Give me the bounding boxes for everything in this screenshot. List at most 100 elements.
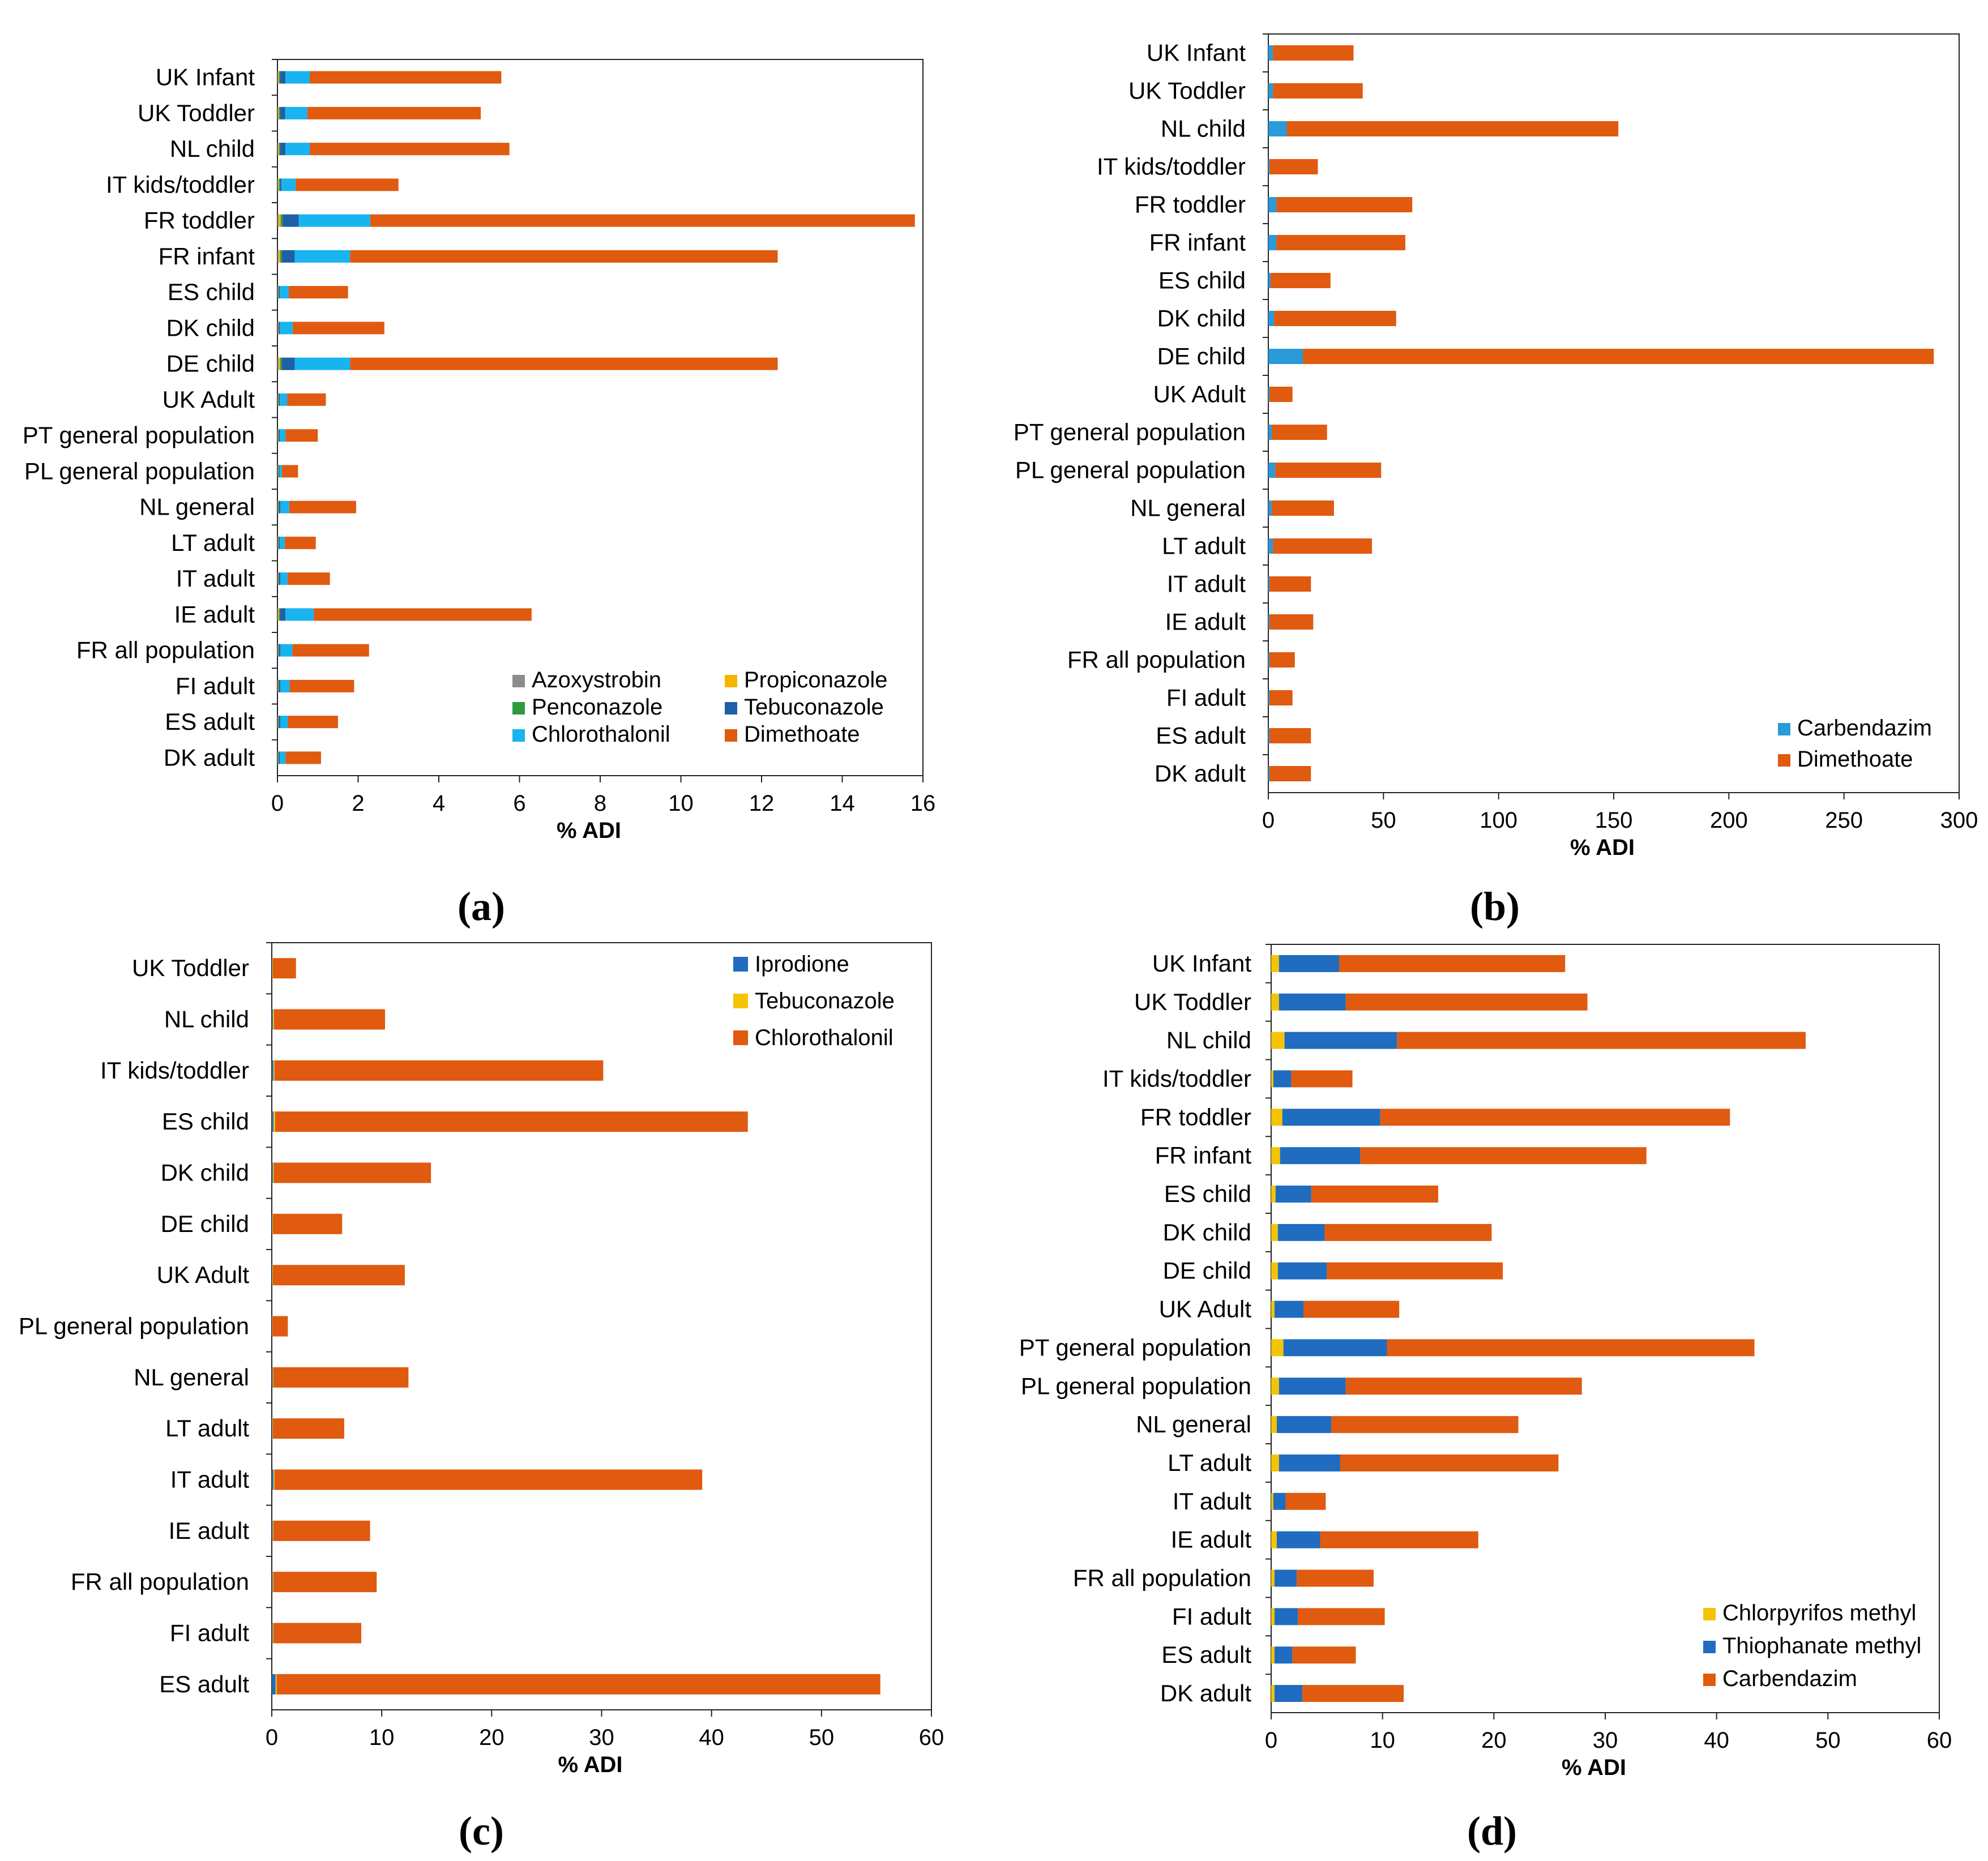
bar-segment-tebuconazole xyxy=(273,1469,275,1490)
bar-segment-tebuconazole xyxy=(280,178,282,191)
bar-segment-carbendazim xyxy=(1268,45,1273,61)
bar-segment-penconazole xyxy=(278,500,279,514)
bar-segment-chlorothalonil xyxy=(285,71,310,84)
category-label: FI adult xyxy=(176,673,255,699)
bar-segment-dimethoate xyxy=(281,465,298,478)
bar-segment-tebuconazole xyxy=(280,143,286,156)
bar-segment-tebuconazole xyxy=(281,357,295,370)
bar-segment-tebuconazole xyxy=(279,429,280,442)
bar-segment-chlorothalonil xyxy=(276,1674,880,1695)
legend-swatch xyxy=(725,675,737,687)
bar-segment-carbendazim xyxy=(1268,425,1272,440)
bar-segment-tebuconazole xyxy=(273,1111,275,1132)
bar-segment-azoxystrobin xyxy=(277,106,279,119)
x-tick-label: 2 xyxy=(352,791,364,816)
legend-swatch xyxy=(733,957,748,972)
bar-segment-azoxystrobin xyxy=(277,143,279,156)
bar-segment-penconazole xyxy=(279,178,280,191)
bar-segment-dimethoate xyxy=(1269,576,1311,592)
bar-segment-dimethoate xyxy=(1286,121,1619,136)
bar-segment-dimethoate xyxy=(310,71,502,84)
x-tick-label: 30 xyxy=(589,1725,614,1750)
bar-segment-chlorothalonil xyxy=(280,679,290,692)
category-label: PT general population xyxy=(23,422,255,448)
bar-segment-thiophanate-methyl xyxy=(1282,1109,1380,1126)
category-label: IT kids/toddler xyxy=(1097,153,1246,180)
bar-segment-carbendazim xyxy=(1268,766,1270,781)
category-label: NL general xyxy=(139,494,255,520)
category-label: UK Toddler xyxy=(1128,78,1246,104)
category-label: PT general population xyxy=(1019,1334,1251,1361)
bar-segment-propiconazole xyxy=(277,716,279,729)
x-tick-label: 0 xyxy=(1265,1728,1277,1753)
bar-segment-carbendazim xyxy=(1340,1454,1559,1471)
bar-segment-thiophanate-methyl xyxy=(1274,1646,1293,1664)
category-label: DK child xyxy=(1157,305,1246,332)
bar-segment-penconazole xyxy=(279,71,280,84)
category-label: IT kids/toddler xyxy=(1102,1065,1251,1092)
bar-segment-propiconazole xyxy=(279,214,281,227)
bar-segment-iprodione xyxy=(272,1367,273,1388)
bar-segment-iprodione xyxy=(272,1520,273,1541)
bar-segment-carbendazim xyxy=(1268,500,1272,516)
bar-segment-dimethoate xyxy=(1273,45,1354,61)
bar-segment-propiconazole xyxy=(277,751,279,764)
category-label: PL general population xyxy=(1015,457,1246,484)
x-tick-label: 10 xyxy=(369,1725,395,1750)
category-label: PL general population xyxy=(24,457,255,484)
bar-segment-carbendazim xyxy=(1345,1377,1582,1395)
bar-segment-carbendazim xyxy=(1268,614,1270,630)
bar-segment-chlorpyrifos-methyl xyxy=(1271,1032,1285,1049)
bar-segment-tebuconazole xyxy=(280,106,285,119)
bar-segment-carbendazim xyxy=(1292,1646,1356,1664)
x-tick-label: 6 xyxy=(513,791,525,816)
x-tick-label: 10 xyxy=(668,791,694,816)
bar-segment-tebuconazole xyxy=(272,1265,273,1286)
bar-segment-dimethoate xyxy=(1269,690,1293,705)
bar-segment-penconazole xyxy=(278,393,279,406)
bar-segment-azoxystrobin xyxy=(277,429,278,442)
x-tick-label: 200 xyxy=(1710,808,1748,833)
legend-entry: Dimethoate xyxy=(1797,747,1913,772)
bar-segment-tebuconazole xyxy=(279,536,280,549)
legend: Carbendazim Dimethoate xyxy=(1778,716,1932,772)
x-tick-label: 0 xyxy=(266,1725,278,1750)
category-label: FI adult xyxy=(1172,1603,1251,1629)
bar-segment-carbendazim xyxy=(1268,83,1273,99)
category-label: LT adult xyxy=(171,529,255,556)
category-label: IE adult xyxy=(169,1517,250,1544)
bar-segment-dimethoate xyxy=(296,178,399,191)
bar-segment-carbendazim xyxy=(1320,1531,1478,1548)
category-label: UK Adult xyxy=(157,1261,250,1288)
x-tick-label: 4 xyxy=(433,791,445,816)
chart-d: 0 10 20 30 40 50 60 % ADI UK Infant UK Toddler NL … xyxy=(1019,944,1952,1854)
x-tick-label: 300 xyxy=(1940,808,1978,833)
bar-segment-carbendazim xyxy=(1302,1685,1404,1702)
legend-swatch xyxy=(1703,1674,1716,1686)
bar-segment-dimethoate xyxy=(350,250,778,263)
bar-segment-chlorothalonil xyxy=(285,608,314,621)
bar-segment-chlorothalonil xyxy=(273,1572,377,1593)
bar-segment-tebuconazole xyxy=(279,679,280,692)
category-label: PL general population xyxy=(19,1313,249,1340)
bar-segment-tebuconazole xyxy=(279,322,280,335)
bar-segment-chlorothalonil xyxy=(274,1060,604,1081)
category-label: IT adult xyxy=(1173,1488,1252,1515)
category-label: ES child xyxy=(1164,1180,1251,1207)
bar-segment-penconazole xyxy=(278,716,279,729)
bar-segment-dimethoate xyxy=(1272,425,1327,440)
category-label: PL general population xyxy=(1021,1372,1251,1399)
x-axis-title: % ADI xyxy=(1570,835,1635,860)
bar-segment-chlorothalonil xyxy=(280,500,289,514)
bar-segment-carbendazim xyxy=(1268,538,1273,554)
bar-segment-chlorpyrifos-methyl xyxy=(1271,1531,1277,1548)
panel-label: (c) xyxy=(459,1808,504,1854)
legend-swatch xyxy=(733,994,748,1008)
bar-segment-dimethoate xyxy=(289,679,354,692)
x-tick-label: 40 xyxy=(699,1725,724,1750)
legend-entry: Thiophanate methyl xyxy=(1722,1633,1921,1658)
bar-segment-propiconazole xyxy=(277,429,279,442)
bar-segment-chlorothalonil xyxy=(298,214,370,227)
bar-segment-chlorpyrifos-methyl xyxy=(1271,1070,1273,1088)
bar-segment-carbendazim xyxy=(1311,1186,1438,1203)
